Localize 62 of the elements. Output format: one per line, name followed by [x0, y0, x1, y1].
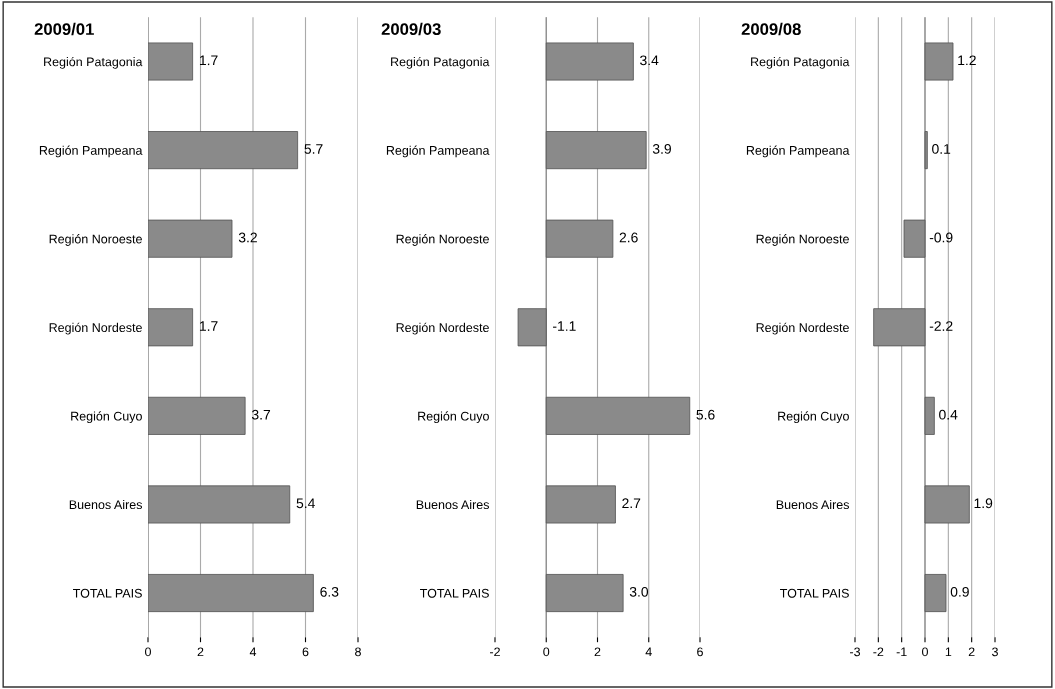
x-tick-label: -3	[850, 647, 861, 657]
y-tick-label: Región Nordeste	[49, 322, 142, 335]
data-label: 5.4	[296, 498, 315, 509]
y-tick-label: Buenos Aires	[776, 499, 849, 510]
data-label: 0.9	[950, 586, 969, 597]
y-tick-label: Buenos Aires	[69, 499, 142, 510]
data-label: 0.1	[932, 144, 951, 154]
x-tick-label: -2	[490, 647, 500, 657]
data-label: 3.0	[629, 586, 649, 597]
x-tick-label: 6	[697, 647, 703, 657]
x-tick-label: -2	[873, 647, 884, 657]
y-tick-label: Región Nordeste	[396, 322, 489, 335]
data-label: -2.2	[929, 321, 953, 331]
y-tick-label: Región Patagonia	[44, 56, 143, 69]
data-label: 3.2	[238, 232, 257, 243]
y-tick-label: Región Pampeana	[746, 145, 850, 158]
y-tick-label: TOTAL PAIS	[420, 588, 489, 598]
x-tick-label: 6	[302, 647, 309, 657]
data-label: 5.7	[304, 144, 323, 154]
x-tick-label: 2	[968, 647, 975, 657]
y-tick-label: Región Patagonia	[751, 56, 850, 69]
chart-title: 2009/08	[741, 22, 801, 36]
data-label: 1.7	[199, 321, 218, 331]
data-label: 3.4	[640, 55, 659, 66]
y-tick-label: Región Noroeste	[756, 234, 849, 246]
data-label: 1.7	[199, 55, 218, 66]
data-label: 3.9	[652, 144, 671, 154]
x-tick-label: 8	[355, 647, 361, 657]
x-tick-label: 4	[645, 647, 652, 657]
y-tick-label: Región Cuyo	[418, 411, 489, 424]
chart-title: 2009/03	[381, 22, 441, 36]
data-label: 2.7	[622, 498, 641, 509]
data-label: 6.3	[320, 586, 339, 597]
data-label: 2.6	[619, 232, 638, 243]
data-label: 1.2	[958, 55, 976, 66]
data-label: -1.1	[553, 321, 576, 331]
y-tick-label: TOTAL PAIS	[780, 588, 849, 598]
x-tick-label: 2	[197, 647, 204, 657]
y-tick-label: Región Cuyo	[778, 411, 849, 424]
x-tick-label: 3	[992, 647, 998, 657]
y-tick-label: Buenos Aires	[416, 499, 489, 510]
data-label: 1.9	[974, 498, 993, 509]
x-tick-label: 1	[945, 647, 952, 657]
x-tick-label: 0	[145, 647, 151, 657]
data-label: 5.6	[696, 409, 715, 420]
data-label: 0.4	[939, 409, 958, 420]
x-tick-label: 0	[922, 647, 928, 657]
y-tick-label: Región Noroeste	[49, 234, 142, 246]
y-tick-label: Región Patagonia	[391, 56, 490, 69]
y-tick-label: Región Noroeste	[396, 234, 489, 246]
y-tick-label: Región Pampeana	[39, 145, 143, 158]
data-label: 3.7	[251, 409, 271, 420]
x-tick-label: -1	[896, 647, 907, 657]
y-tick-label: TOTAL PAIS	[73, 588, 142, 598]
y-tick-label: Región Cuyo	[71, 411, 142, 424]
x-tick-label: 0	[543, 647, 550, 657]
chart-title: 2009/01	[34, 22, 94, 36]
y-tick-label: Región Nordeste	[756, 322, 849, 335]
y-tick-label: Región Pampeana	[386, 145, 490, 158]
data-label: -0.9	[929, 232, 953, 243]
x-tick-label: 4	[249, 647, 257, 657]
x-tick-label: 2	[594, 647, 601, 657]
